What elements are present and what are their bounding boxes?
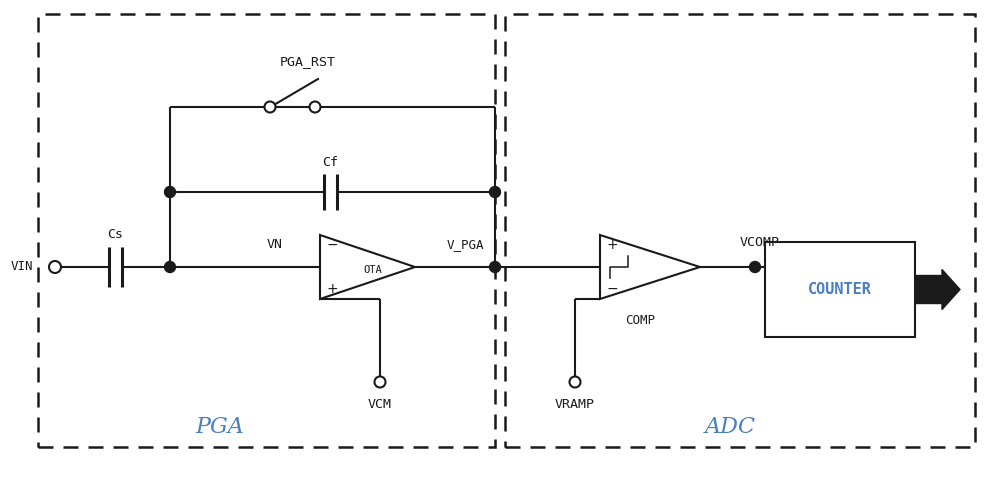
Polygon shape [915,269,960,309]
Text: OTA: OTA [363,265,382,275]
Circle shape [49,261,61,273]
Text: Cs: Cs [107,228,123,241]
Bar [505,14,975,447]
Circle shape [490,187,501,198]
Circle shape [374,376,386,388]
Text: VIN: VIN [11,260,33,273]
Text: VCM: VCM [368,398,392,411]
Text: VCOMP: VCOMP [740,236,780,249]
Circle shape [310,102,320,112]
Bar [765,242,915,337]
Text: Cf: Cf [322,156,338,169]
Text: +: + [326,282,338,296]
Text: PGA: PGA [196,416,244,438]
Text: PGA_RST: PGA_RST [280,55,336,68]
Text: V_PGA: V_PGA [446,239,484,252]
Text: −: − [326,238,338,252]
Circle shape [490,262,501,272]
Text: COMP: COMP [625,314,655,327]
Circle shape [264,102,276,112]
Text: +: + [606,238,618,252]
Text: COUNTER: COUNTER [808,282,872,297]
Text: −: − [606,282,618,296]
Circle shape [164,187,176,198]
Text: VRAMP: VRAMP [555,398,595,411]
Bar [38,14,495,447]
Circle shape [750,262,761,272]
Circle shape [164,262,176,272]
Circle shape [570,376,580,388]
Text: VN: VN [267,239,283,252]
Text: ADC: ADC [704,416,756,438]
